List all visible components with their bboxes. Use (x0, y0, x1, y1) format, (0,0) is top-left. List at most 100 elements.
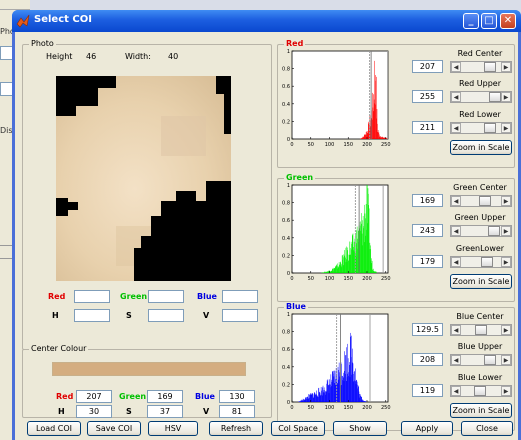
pixel-v-field[interactable] (222, 309, 258, 322)
blue-zoom-button[interactable]: Zoom in Scale (450, 403, 512, 418)
minimize-button[interactable]: _ (463, 13, 479, 29)
slider-left-arrow-icon[interactable]: ◀ (451, 355, 461, 365)
save-coi-button[interactable]: Save COI (87, 421, 141, 436)
slider-right-arrow-icon[interactable]: ▶ (501, 123, 511, 133)
pixel-green-field[interactable] (148, 290, 184, 303)
green-lower-slider[interactable]: ◀ ▶ (450, 256, 512, 268)
center-blue-field[interactable]: 130 (219, 390, 255, 403)
slider-right-arrow-icon[interactable]: ▶ (501, 355, 511, 365)
photo-black-regions (56, 76, 231, 281)
slider-thumb[interactable] (479, 196, 491, 206)
blue-lower-slider[interactable]: ◀ ▶ (450, 385, 512, 397)
slider-thumb[interactable] (484, 355, 496, 365)
red-center-slider[interactable]: ◀ ▶ (450, 61, 512, 73)
histogram-bar (332, 269, 333, 273)
slider-thumb[interactable] (481, 257, 493, 267)
green-lower-field[interactable]: 179 (412, 255, 443, 268)
histogram-bar (319, 392, 320, 402)
slider-thumb[interactable] (484, 62, 496, 72)
green-center-field[interactable]: 169 (412, 194, 443, 207)
histogram-bar (382, 137, 384, 139)
histogram-bar (376, 76, 377, 139)
slider-thumb[interactable] (484, 123, 496, 133)
green-center-slider[interactable]: ◀ ▶ (450, 195, 512, 207)
slider-right-arrow-icon[interactable]: ▶ (501, 226, 511, 236)
green-upper-field[interactable]: 243 (412, 224, 443, 237)
slider-left-arrow-icon[interactable]: ◀ (451, 196, 461, 206)
histogram-bar (373, 271, 375, 273)
histogram-bar (314, 392, 315, 402)
col-space-button[interactable]: Col Space (271, 421, 325, 436)
slider-right-arrow-icon[interactable]: ▶ (501, 92, 511, 102)
blue-lower-field[interactable]: 119 (412, 384, 443, 397)
slider-left-arrow-icon[interactable]: ◀ (451, 386, 461, 396)
histogram-bar (323, 272, 325, 273)
pixel-blue-field[interactable] (222, 290, 258, 303)
histogram-bar (386, 138, 387, 139)
maximize-button[interactable]: □ (481, 13, 497, 29)
center-h-field[interactable]: 30 (76, 405, 112, 418)
slider-right-arrow-icon[interactable]: ▶ (501, 196, 511, 206)
slider-left-arrow-icon[interactable]: ◀ (451, 325, 461, 335)
histogram-bar (361, 223, 362, 273)
histogram-bar (365, 235, 366, 273)
center-v-field[interactable]: 81 (219, 405, 255, 418)
close-button[interactable]: Close (461, 421, 513, 436)
slider-right-arrow-icon[interactable]: ▶ (501, 386, 511, 396)
pixel-h-field[interactable] (74, 309, 110, 322)
matlab-logo-icon (16, 14, 30, 28)
slider-right-arrow-icon[interactable]: ▶ (501, 62, 511, 72)
histogram-bar (362, 136, 364, 139)
histogram-bar (371, 260, 373, 273)
load-coi-button[interactable]: Load COI (27, 421, 81, 436)
center-red-field[interactable]: 207 (76, 390, 112, 403)
photo-image[interactable] (56, 76, 231, 281)
apply-button[interactable]: Apply (401, 421, 453, 436)
histogram-bar (342, 375, 343, 402)
histogram-bar (363, 136, 364, 139)
histogram-bar (347, 254, 349, 273)
blue-center-slider[interactable]: ◀ ▶ (450, 324, 512, 336)
slider-left-arrow-icon[interactable]: ◀ (451, 226, 461, 236)
photo-group: Photo Height 46 Width: 40 (22, 39, 272, 350)
histogram-bar (326, 272, 327, 273)
histogram-bar (358, 386, 359, 402)
title-bar[interactable]: Select COI _ □ ✕ (12, 10, 521, 32)
pixel-s-field[interactable] (148, 309, 184, 322)
red-center-field[interactable]: 207 (412, 60, 443, 73)
show-button[interactable]: Show (333, 421, 387, 436)
slider-thumb[interactable] (488, 226, 500, 236)
histogram-bar (331, 270, 332, 273)
green-upper-slider[interactable]: ◀ ▶ (450, 225, 512, 237)
slider-right-arrow-icon[interactable]: ▶ (501, 325, 511, 335)
red-zoom-button[interactable]: Zoom in Scale (450, 140, 512, 155)
center-green-field[interactable]: 169 (147, 390, 183, 403)
slider-thumb[interactable] (475, 325, 487, 335)
red-upper-slider[interactable]: ◀ ▶ (450, 91, 512, 103)
slider-left-arrow-icon[interactable]: ◀ (451, 123, 461, 133)
slider-thumb[interactable] (474, 386, 486, 396)
histogram-bar (386, 138, 388, 139)
red-lower-slider[interactable]: ◀ ▶ (450, 122, 512, 134)
red-lower-field[interactable]: 211 (412, 121, 443, 134)
slider-left-arrow-icon[interactable]: ◀ (451, 257, 461, 267)
slider-left-arrow-icon[interactable]: ◀ (451, 92, 461, 102)
slider-thumb[interactable] (489, 92, 501, 102)
blue-center-field[interactable]: 129.5 (412, 323, 443, 336)
slider-left-arrow-icon[interactable]: ◀ (451, 62, 461, 72)
blue-upper-slider[interactable]: ◀ ▶ (450, 354, 512, 366)
green-zoom-button[interactable]: Zoom in Scale (450, 274, 512, 289)
hsv-button[interactable]: HSV (148, 421, 198, 436)
green-upper-label: Green Upper (454, 213, 506, 222)
blue-upper-field[interactable]: 208 (412, 353, 443, 366)
center-s-field[interactable]: 37 (147, 405, 183, 418)
refresh-button[interactable]: Refresh (209, 421, 263, 436)
window-client-area: Photo Height 46 Width: 40 (15, 32, 518, 440)
pixel-red-label: Red (48, 292, 66, 301)
slider-right-arrow-icon[interactable]: ▶ (501, 257, 511, 267)
pixel-red-field[interactable] (74, 290, 110, 303)
red-histogram-group: Red 207 Red Center ◀ ▶ 255 Red Upper ◀ ▶… (277, 39, 515, 168)
red-upper-field[interactable]: 255 (412, 90, 443, 103)
close-window-button[interactable]: ✕ (500, 13, 516, 29)
histogram-bar (367, 223, 368, 273)
